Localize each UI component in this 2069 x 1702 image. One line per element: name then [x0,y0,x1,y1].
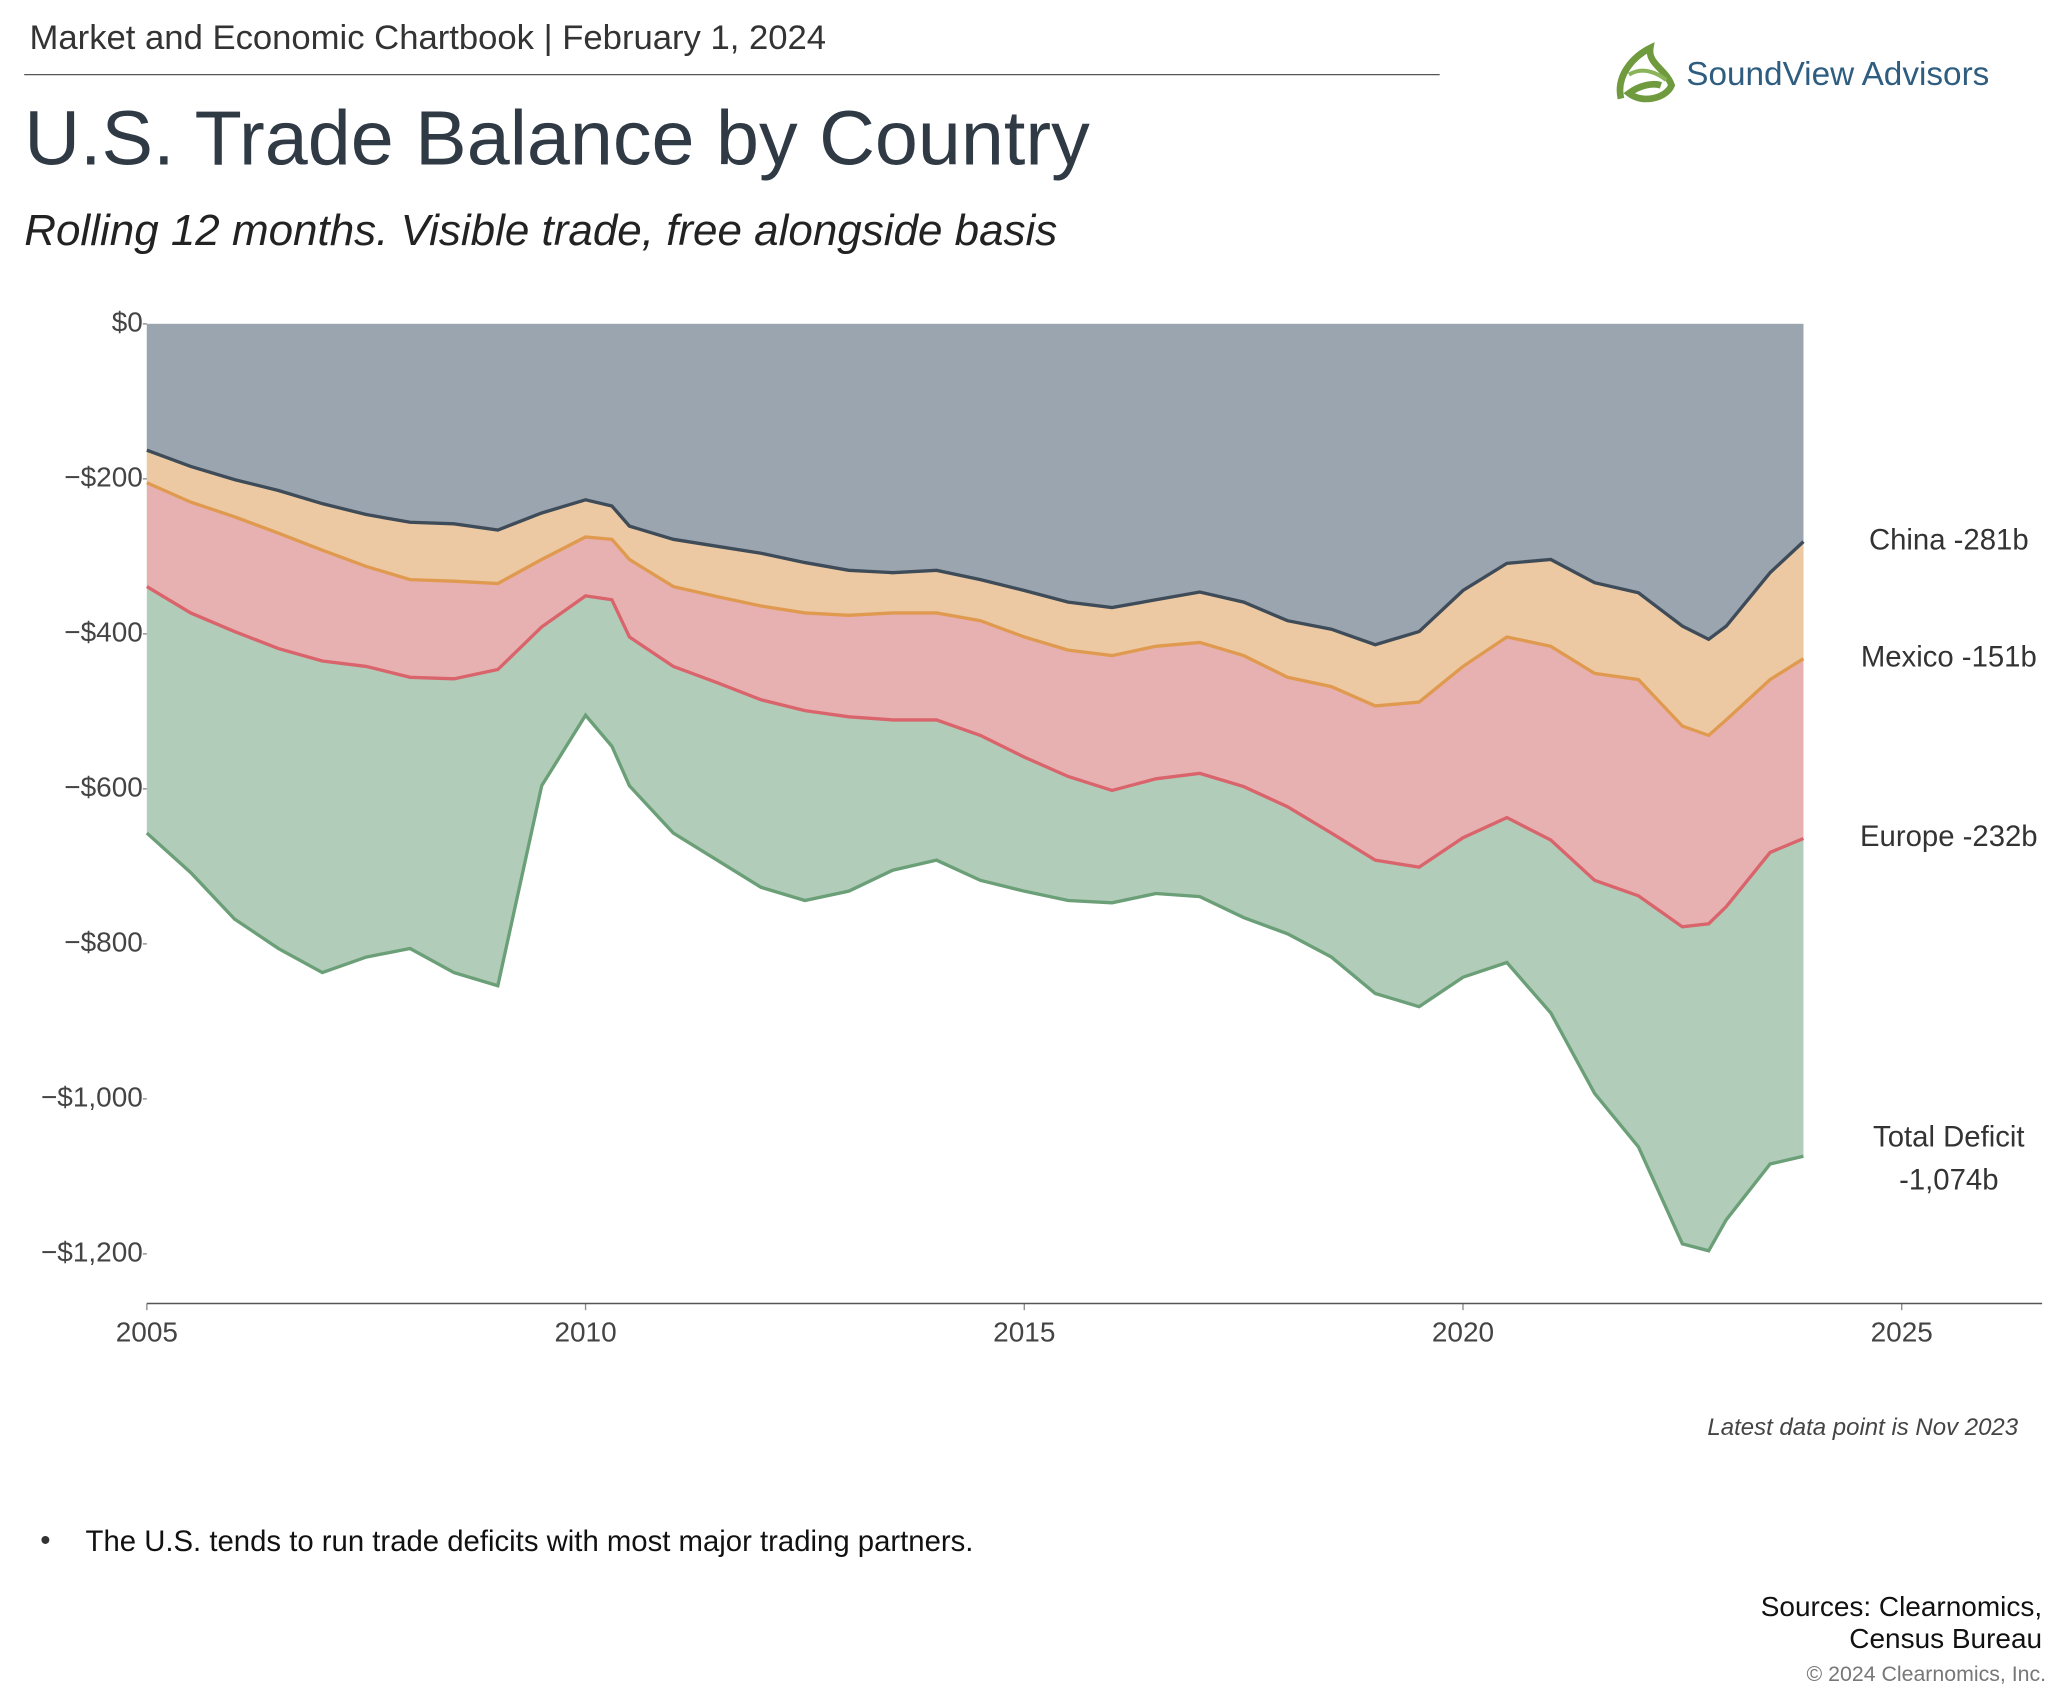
area-line [145,585,1805,929]
copyright: © 2024 Clearnomics, Inc. [1807,1662,2047,1686]
series-value-label: -1,074b [1899,1163,1998,1196]
area-line [146,448,1805,647]
x-tick-label: 2015 [993,1317,1055,1348]
series-label: Europe -232b [1860,820,2038,853]
y-tick-label: −$400 [64,616,143,647]
y-tick-label: −$200 [64,461,143,492]
logo-text: SoundView Advisors [1686,56,1989,93]
y-tick-label: −$1,200 [41,1236,143,1267]
bullet-dot: • [40,1524,50,1557]
note: Latest data point is Nov 2023 [1707,1414,2018,1441]
y-tick-label: −$800 [64,926,143,957]
x-tick-label: 2005 [116,1317,178,1348]
sources: Census Bureau [1849,1623,2042,1654]
y-tick-label: −$600 [64,771,143,802]
area-line [146,481,1805,738]
area-fill [146,450,1804,736]
x-tick-label: 2025 [1871,1317,1933,1348]
series-label: Total Deficit [1873,1121,2025,1154]
series-label: Mexico -151b [1861,640,2037,673]
sources: Sources: Clearnomics, [1761,1591,2042,1622]
header: Market and Economic Chartbook | February… [30,19,827,57]
x-tick-label: 2010 [554,1317,616,1348]
bullet-text: The U.S. tends to run trade deficits wit… [86,1525,974,1558]
plot-area: China -281b Mexico -151b Europe -232b Total… [41,306,2038,1347]
x-tick-label: 2020 [1432,1317,1494,1348]
logo-icon [1616,42,1676,103]
area-fill [146,482,1804,927]
series-label: China -281b [1869,523,2029,556]
y-tick-label: −$1,000 [41,1081,143,1112]
chart-title: U.S. Trade Balance by Country [24,95,1090,181]
chart-subtitle: Rolling 12 months. Visible trade, free a… [24,206,1057,255]
area-line [145,712,1804,1253]
y-tick-label: $0 [112,306,143,337]
area-fill [146,323,1804,645]
